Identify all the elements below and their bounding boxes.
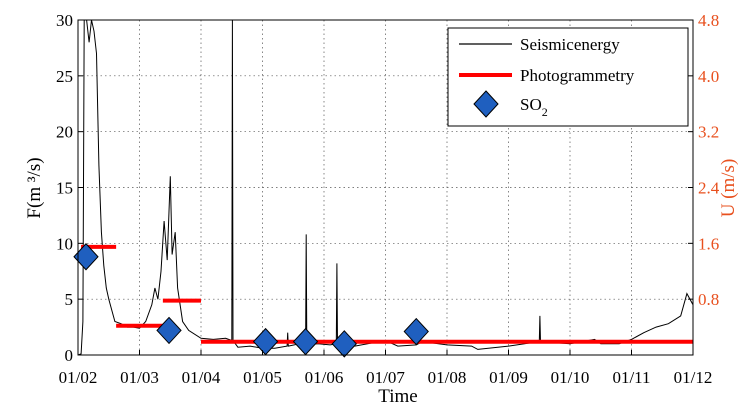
x-tick-label: 01/03 bbox=[120, 368, 159, 387]
x-tick-label: 01/07 bbox=[366, 368, 405, 387]
legend-so2-text: SO bbox=[520, 95, 542, 114]
legend-so2-swatch-icon bbox=[473, 90, 499, 118]
y-axis-right-label: U (m/s) bbox=[718, 159, 739, 218]
y-left-tick-label: 25 bbox=[56, 67, 73, 86]
x-tick-label: 01/04 bbox=[182, 368, 221, 387]
y-axis-right-ticks: 0.8 1.6 2.4 3.2 4.0 4.8 bbox=[688, 11, 720, 309]
so2-marker bbox=[292, 327, 319, 356]
seismic-energy-series bbox=[77, 19, 694, 356]
y-left-tick-label: 10 bbox=[56, 234, 73, 253]
y-right-tick-label: 3.2 bbox=[698, 123, 719, 142]
x-tick-label: 01/06 bbox=[305, 368, 344, 387]
x-tick-label: 01/05 bbox=[243, 368, 282, 387]
x-tick-label: 01/09 bbox=[489, 368, 528, 387]
so2-marker bbox=[252, 327, 279, 356]
x-tick-label: 01/12 bbox=[674, 368, 713, 387]
y-left-tick-label: 30 bbox=[56, 11, 73, 30]
x-axis-label: Time bbox=[378, 386, 417, 406]
legend-so2-label: SO2 bbox=[520, 95, 548, 119]
so2-series bbox=[73, 242, 429, 358]
y-right-tick-label: 0.8 bbox=[698, 290, 719, 309]
y-left-tick-label: 15 bbox=[56, 179, 73, 198]
x-tick-label: 01/08 bbox=[428, 368, 467, 387]
x-tick-label: 01/02 bbox=[59, 368, 98, 387]
seismic-energy-line bbox=[77, 19, 694, 356]
y-axis-left-label: F(m ³/s) bbox=[24, 157, 45, 218]
y-left-tick-label: 5 bbox=[65, 290, 74, 309]
x-tick-label: 01/11 bbox=[612, 368, 650, 387]
y-right-tick-label: 1.6 bbox=[698, 234, 719, 253]
y-left-tick-label: 20 bbox=[56, 123, 73, 142]
legend: Seismicenergy Photogrammetry SO2 bbox=[447, 27, 689, 127]
y-right-tick-label: 4.8 bbox=[698, 11, 719, 30]
legend-seismic-label: Seismicenergy bbox=[520, 35, 620, 54]
y-left-tick-label: 0 bbox=[65, 346, 74, 365]
legend-photogrammetry-label: Photogrammetry bbox=[520, 66, 635, 85]
y-right-tick-label: 2.4 bbox=[698, 179, 720, 198]
x-axis-ticks: 01/02 01/03 01/04 01/05 01/06 01/07 01/08 01/09… bbox=[59, 350, 713, 387]
x-tick-label: 01/10 bbox=[551, 368, 590, 387]
so2-marker bbox=[403, 317, 429, 346]
so2-marker bbox=[331, 330, 357, 358]
y-right-tick-label: 4.0 bbox=[698, 67, 719, 86]
y-axis-left-ticks: 0 5 10 15 20 25 30 bbox=[56, 11, 83, 365]
legend-so2-subscript: 2 bbox=[542, 105, 548, 119]
so2-marker bbox=[156, 316, 182, 345]
